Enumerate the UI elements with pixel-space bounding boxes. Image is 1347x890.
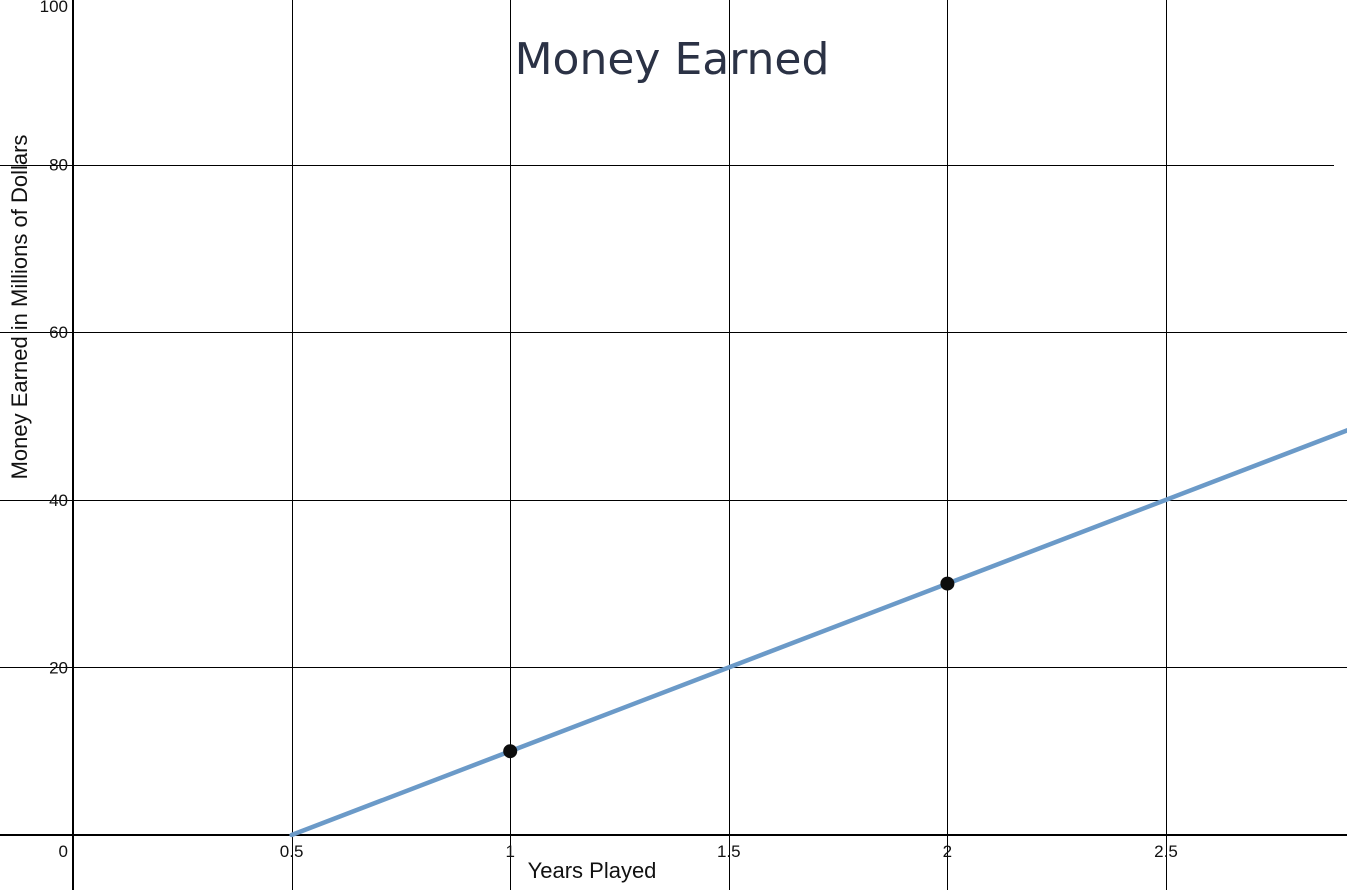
data-point	[940, 576, 955, 591]
x-tick-label: 2	[943, 842, 952, 861]
x-tick-label: 2.5	[1154, 842, 1178, 861]
x-tick-label: 1.5	[717, 842, 741, 861]
y-tick-label: 80	[49, 156, 68, 175]
x-tick-label: 1	[505, 842, 514, 861]
trend-line	[289, 428, 1347, 838]
y-tick-label: 100	[40, 0, 68, 16]
x-tick-label: 0.5	[280, 842, 304, 861]
series	[289, 428, 1347, 838]
x-axis-label: Years Played	[528, 858, 657, 883]
y-tick-label: 60	[49, 323, 68, 342]
data-point	[503, 744, 518, 759]
origin-label: 0	[59, 842, 68, 861]
y-axis-label: Money Earned in Millions of Dollars	[7, 135, 32, 480]
y-tick-label: 20	[49, 658, 68, 677]
chart-title: Money Earned	[515, 34, 830, 85]
y-tick-label: 40	[49, 491, 68, 510]
